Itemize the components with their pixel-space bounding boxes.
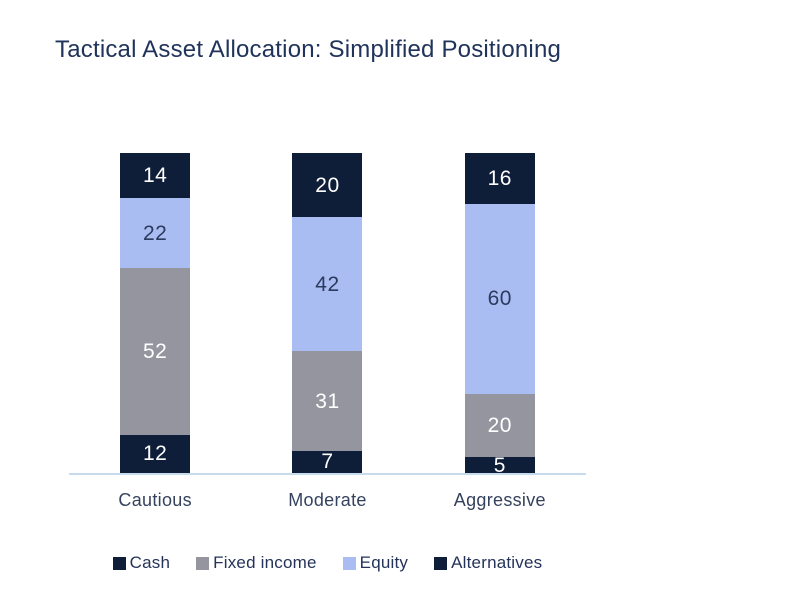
bar-value-label: 60 (487, 287, 512, 311)
bar-segment: 31 (292, 351, 363, 451)
bar-segment: 22 (120, 197, 191, 269)
bar-segment: 42 (292, 217, 363, 352)
x-axis-line (69, 473, 586, 475)
bar-value-label: 5 (493, 453, 506, 477)
bar-segment: 20 (292, 153, 363, 218)
bar-value-label: 22 (142, 221, 168, 245)
legend-item: Fixed income (196, 553, 317, 573)
bar-segment: 14 (120, 153, 191, 198)
legend-swatch-icon (196, 556, 210, 570)
legend-label: Equity (359, 553, 409, 572)
legend-label: Alternatives (451, 553, 543, 572)
bar-value-label: 31 (315, 389, 340, 413)
bar-aggressive: 5 20 60 16 (464, 153, 535, 477)
bar-moderate: 7 31 42 20 (292, 153, 363, 474)
bar-value-label: 12 (142, 442, 168, 466)
bar-value-label: 42 (315, 272, 340, 296)
category-labels-row: Cautious Moderate Aggressive (69, 490, 586, 511)
legend-swatch-icon (434, 556, 448, 570)
bar-value-label: 20 (487, 413, 512, 437)
legend: Cash Fixed income Equity Alternatives (112, 553, 543, 573)
plot-area: 12 52 22 14 7 31 42 20 5 20 60 16 Cautious Moderate A… (69, 153, 586, 510)
bar-cautious: 12 52 22 14 (120, 153, 191, 473)
bars-row: 12 52 22 14 7 31 42 20 5 20 60 16 (69, 153, 586, 477)
bar-value-label: 16 (487, 166, 512, 190)
bar-value-label: 7 (321, 450, 334, 474)
bar-segment: 5 (464, 453, 535, 477)
legend-label: Fixed income (213, 553, 317, 572)
bar-value-label: 14 (142, 163, 168, 187)
bar-segment: 16 (464, 153, 535, 204)
legend-swatch-icon (112, 556, 126, 570)
chart-title: Tactical Asset Allocation: Simplified Po… (55, 36, 562, 63)
bar-segment: 7 (292, 450, 363, 474)
bar-value-label: 52 (142, 339, 168, 363)
legend-wrap: Cash Fixed income Equity Alternatives (69, 553, 586, 573)
category-label: Moderate (288, 490, 367, 510)
legend-item: Cash (112, 553, 171, 573)
bar-segment: 52 (120, 268, 191, 435)
legend-swatch-icon (342, 556, 356, 570)
category-label: Cautious (118, 490, 192, 510)
bar-segment: 12 (120, 434, 191, 473)
category-label: Aggressive (453, 490, 546, 510)
legend-item: Alternatives (434, 553, 542, 573)
bar-segment: 20 (464, 393, 535, 457)
bar-value-label: 20 (315, 173, 340, 197)
legend-label: Cash (129, 553, 171, 572)
bar-segment: 60 (464, 203, 535, 394)
legend-item: Equity (342, 553, 409, 573)
